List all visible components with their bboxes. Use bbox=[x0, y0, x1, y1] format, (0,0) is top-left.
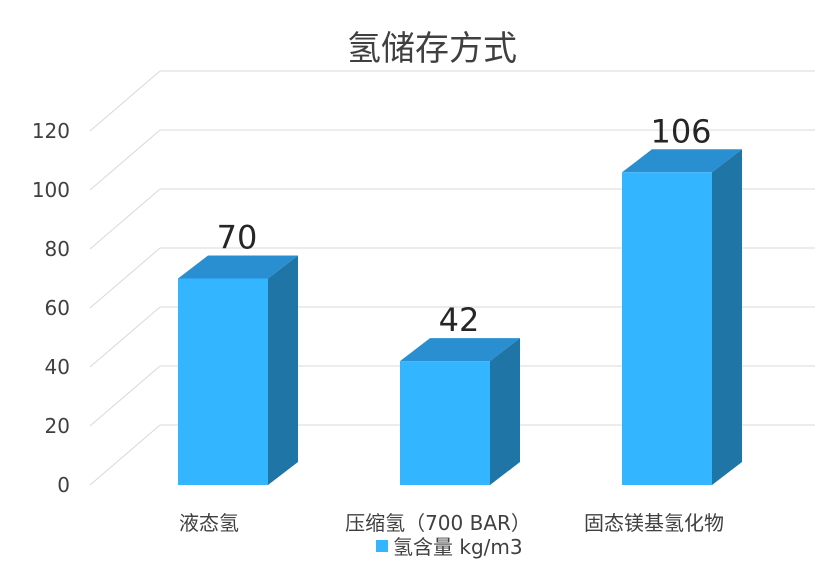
y-tick-label: 0 bbox=[57, 473, 70, 497]
legend-label: 氢含量 kg/m3 bbox=[393, 535, 523, 559]
y-axis-ticks: 0 20 40 60 80 100 120 bbox=[32, 119, 70, 497]
y-tick-label: 100 bbox=[32, 178, 70, 202]
y-tick-label: 60 bbox=[45, 296, 70, 320]
gridline-diagonal bbox=[89, 129, 161, 191]
legend-swatch bbox=[376, 540, 388, 552]
data-labels: 70 42 106 bbox=[217, 112, 712, 339]
bar-side bbox=[490, 338, 520, 485]
chart-title: 氢储存方式 bbox=[347, 29, 517, 69]
data-label: 70 bbox=[217, 219, 258, 257]
bar-front bbox=[400, 361, 490, 485]
bar bbox=[400, 338, 520, 485]
category-label: 液态氢 bbox=[179, 511, 239, 535]
y-tick-label: 20 bbox=[45, 414, 70, 438]
y-tick-label: 40 bbox=[45, 355, 70, 379]
data-label: 42 bbox=[439, 301, 480, 339]
category-label: 压缩氢（700 BAR） bbox=[345, 511, 531, 535]
gridline-diagonal bbox=[89, 365, 161, 427]
bars bbox=[178, 149, 742, 486]
bar bbox=[622, 149, 742, 486]
bar-top bbox=[178, 255, 298, 279]
bar-side bbox=[268, 255, 298, 485]
x-axis-categories: 液态氢 压缩氢（700 BAR） 固态镁基氢化物 bbox=[179, 511, 724, 535]
bar-front bbox=[178, 278, 268, 485]
gridline-diagonal bbox=[89, 247, 161, 309]
data-label: 106 bbox=[650, 112, 711, 150]
y-tick-label: 120 bbox=[32, 119, 70, 143]
gridline-diagonal bbox=[89, 188, 161, 250]
bar bbox=[178, 255, 298, 485]
gridline-diagonal bbox=[89, 70, 161, 132]
y-tick-label: 80 bbox=[45, 237, 70, 261]
category-label: 固态镁基氢化物 bbox=[584, 511, 724, 535]
gridline-diagonal bbox=[89, 424, 161, 486]
legend: 氢含量 kg/m3 bbox=[376, 535, 523, 559]
bar-front bbox=[622, 172, 712, 486]
gridline-diagonal bbox=[89, 306, 161, 368]
bar-top bbox=[622, 149, 742, 173]
bar-top bbox=[400, 338, 520, 362]
bar-side bbox=[712, 149, 742, 486]
